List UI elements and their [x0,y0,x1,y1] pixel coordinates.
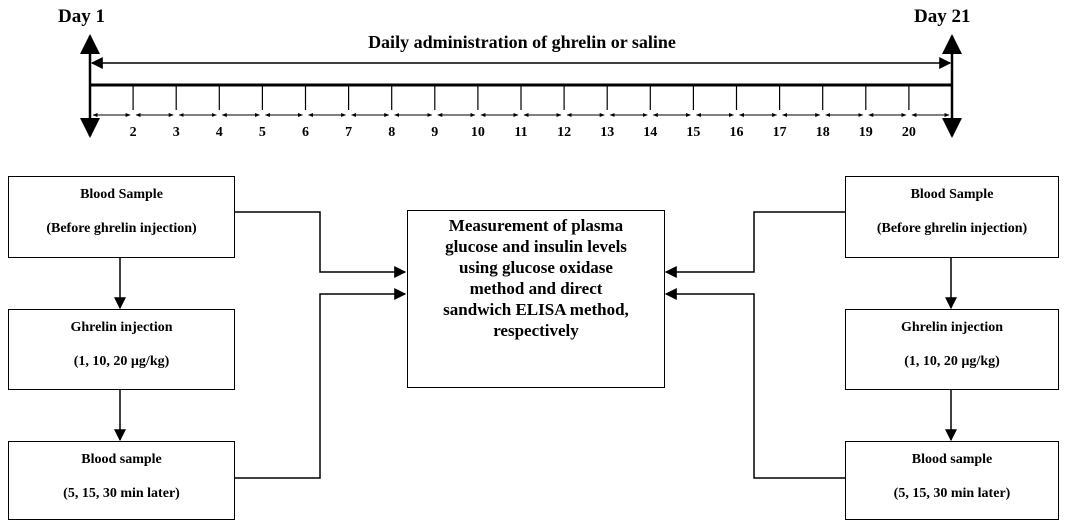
left-box1-line1: Blood Sample [80,187,163,202]
left-box2-line1: Ghrelin injection [70,320,173,335]
measurement-line-5: sandwich ELISA method, [443,300,629,319]
measurement-line-3: using glucose oxidase [459,258,613,277]
left-connector-top [235,211,407,278]
left-box3-line1: Blood sample [81,452,162,467]
timeline-caption: Daily administration of ghrelin or salin… [368,32,676,52]
right-connector-top [664,211,845,278]
day-number-label: 13 [600,125,614,140]
day-number-label: 7 [345,125,352,140]
left-ghrelin-injection-box: Ghrelin injection (1, 10, 20 µg/kg) [8,309,235,390]
left-blood-sample-before-box: Blood Sample (Before ghrelin injection) [8,176,235,258]
right-connector-bottom [664,288,845,479]
day-number-label: 16 [730,125,744,140]
right-ghrelin-injection-box: Ghrelin injection (1, 10, 20 µg/kg) [845,309,1059,390]
day-number-label: 18 [816,125,830,140]
measurement-line-1: Measurement of plasma [448,216,624,235]
day-number-label: 15 [686,125,700,140]
day-number-label: 8 [388,125,395,140]
right-box3-line2: (5, 15, 30 min later) [893,486,1011,501]
right-box1-line2: (Before ghrelin injection) [876,221,1028,236]
measurement-box: Measurement of plasma glucose and insuli… [407,210,665,388]
day-number-label: 11 [514,125,527,140]
left-box3-line2: (5, 15, 30 min later) [63,486,180,501]
right-box3-line1: Blood sample [911,452,993,467]
day-number-label: 2 [130,125,137,140]
left-connector-bottom [235,288,407,479]
left-blood-sample-after-box: Blood sample (5, 15, 30 min later) [8,441,235,520]
day-number-label: 10 [471,125,485,140]
right-box2-line1: Ghrelin injection [900,320,1004,335]
day-ticks: 2 3 4 5 6 7 8 9 10 11 12 13 14 15 16 17 18 19 20 [92,85,950,140]
day-number-label: 5 [259,125,266,140]
left-box2-line2: (1, 10, 20 µg/kg) [73,354,170,369]
left-box1-line2: (Before ghrelin injection) [46,221,197,236]
day-number-label: 14 [643,125,657,140]
day-number-label: 3 [173,125,180,140]
measurement-line-4: method and direct [469,279,603,298]
day-1-label: Day 1 [58,6,105,27]
day-21-label: Day 21 [914,6,970,27]
right-box1-line1: Blood Sample [910,187,994,202]
measurement-line-2: glucose and insulin levels [445,237,627,256]
day-number-label: 6 [302,125,309,140]
right-blood-sample-before-box: Blood Sample (Before ghrelin injection) [845,176,1059,258]
right-box2-line2: (1, 10, 20 µg/kg) [904,354,1000,369]
day-number-label: 12 [557,125,571,140]
day-number-label: 9 [431,125,438,140]
day-number-label: 20 [902,125,916,140]
right-blood-sample-after-box: Blood sample (5, 15, 30 min later) [845,441,1059,520]
measurement-line-6: respectively [493,321,579,340]
day-number-label: 19 [859,125,873,140]
connectors [114,211,957,479]
day-number-label: 4 [216,125,223,140]
day-number-label: 17 [773,125,787,140]
